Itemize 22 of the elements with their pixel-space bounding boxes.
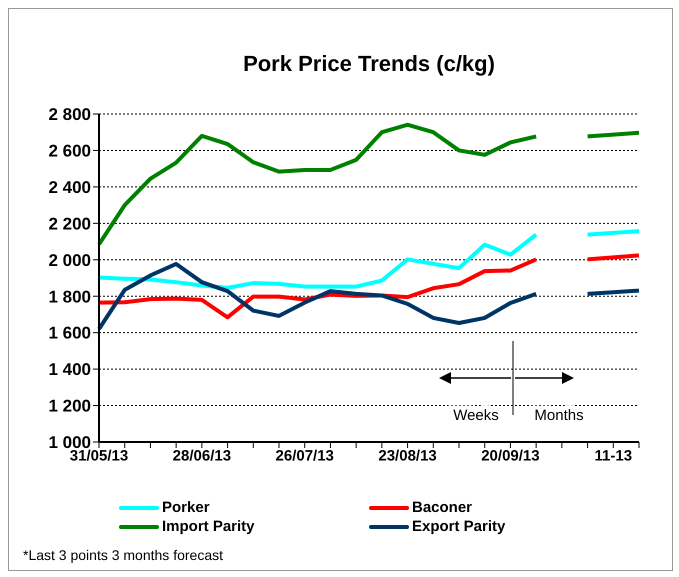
annotation: Weeks: [453, 407, 499, 424]
x-tick-label: 20/09/13: [481, 448, 540, 465]
y-tick-label: 1 800: [48, 287, 91, 306]
x-tick-label: 26/07/13: [276, 448, 334, 465]
text: *Last 3 points 3 months forecast: [23, 547, 223, 563]
annotation: Months: [534, 407, 584, 424]
y-tick-label: 1 600: [48, 324, 91, 343]
y-tick-label: 1 200: [48, 396, 91, 416]
chart-title: Pork Price Trends (c/kg): [242, 51, 496, 77]
legend-label: Import Parity: [162, 518, 255, 535]
y-tick-label: 2 600: [48, 141, 91, 160]
y-tick-label: 1 400: [48, 360, 91, 380]
y-tick-label: 2 400: [48, 178, 91, 197]
x-tick-label: 28/06/13: [172, 448, 232, 465]
legend-label: Porker: [162, 499, 210, 516]
y-tick-label: 2 200: [48, 214, 91, 234]
y-tick-label: 2 800: [48, 105, 91, 124]
x-tick-label: 11-13: [594, 448, 632, 465]
x-tick-label: 23/08/13: [378, 448, 437, 465]
legend-label: Baconer: [412, 499, 472, 516]
legend-label: Export Parity: [412, 518, 506, 535]
y-tick-label: 2 000: [48, 250, 91, 270]
